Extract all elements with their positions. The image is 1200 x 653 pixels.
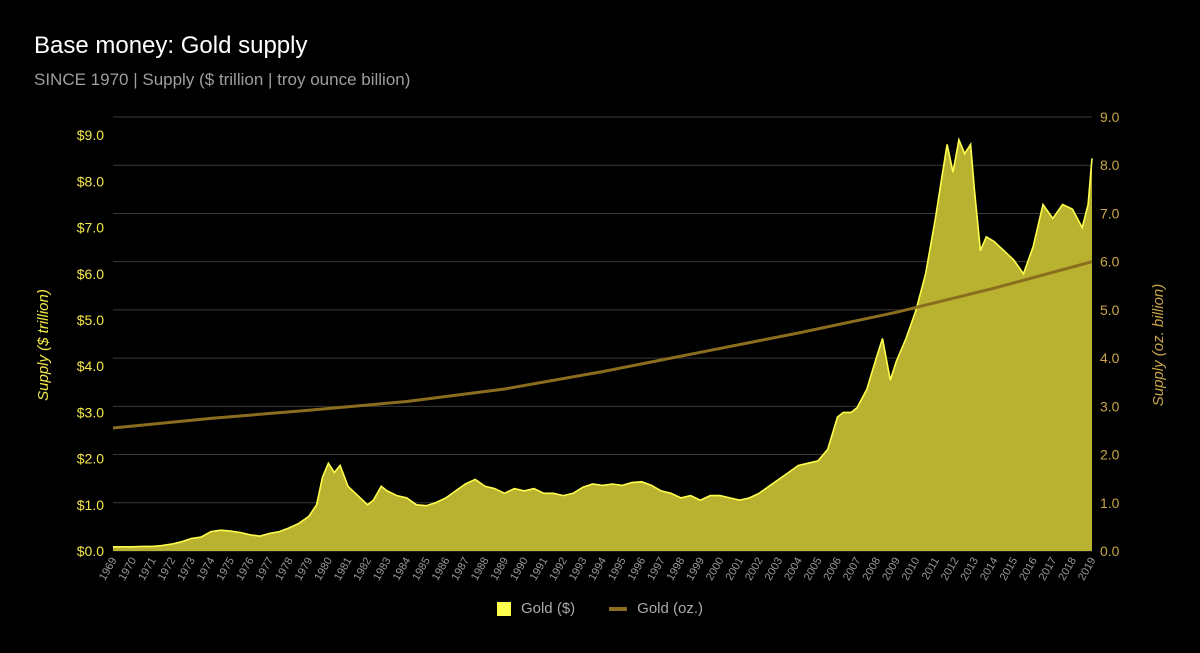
right-axis-tick-label: 8.0 [1100,157,1120,173]
x-axis-tick-label: 2009 [880,556,903,583]
left-axis-title: Supply ($ trillion) [35,289,52,401]
x-axis-tick-label: 1986 [430,556,453,583]
left-axis: $0.0 $1.0 $2.0 $3.0 $4.0 $5.0 $6.0 $7.0 $8.0 $9.0 [77,127,104,559]
x-axis-tick-label: 1969 [97,556,120,583]
x-axis-tick-label: 1972 [156,556,179,583]
area-layer [113,136,1093,552]
x-axis-tick-label: 1992 [547,556,570,583]
legend-swatch-gold-oz [609,606,628,611]
x-axis-tick-label: 2016 [1017,556,1040,583]
gold-dollars-line [113,136,1093,548]
x-axis-tick-label: 1987 [449,556,472,583]
x-axis-tick-label: 1995 [606,556,629,583]
left-axis-tick-label: $9.0 [77,127,104,143]
x-axis-tick-label: 1973 [175,556,198,583]
x-axis-tick-label: 1990 [508,556,531,583]
x-axis-tick-label: 2002 [743,556,766,583]
x-axis-tick-label: 2003 [763,556,786,583]
x-axis-tick-label: 2005 [802,556,825,583]
left-axis-tick-label: $7.0 [77,220,104,236]
left-axis-tick-label: $4.0 [77,358,104,374]
x-axis-tick-label: 1975 [214,556,237,583]
x-axis-tick-label: 1982 [351,556,374,583]
x-axis-tick-label: 1997 [645,556,668,583]
legend-label-gold-oz: Gold (oz.) [637,600,704,617]
x-axis-tick-label: 1976 [234,556,257,583]
legend-label-gold-dollars: Gold ($) [520,600,576,617]
left-axis-tick-label: $8.0 [77,173,104,189]
right-axis-tick-label: 3.0 [1100,398,1120,414]
x-axis-tick-label: 2012 [939,556,962,583]
x-axis-tick-label: 2000 [704,556,727,583]
right-axis-tick-label: 6.0 [1100,254,1120,270]
right-axis-tick-label: 4.0 [1100,350,1120,366]
x-axis-tick-label: 1993 [567,556,590,583]
x-axis-tick-label: 2004 [782,556,805,583]
x-axis-tick-label: 1998 [665,556,688,583]
x-axis-tick-label: 1996 [626,556,649,583]
chart-title: Base money: Gold supply [34,32,308,59]
x-axis-tick-label: 2006 [821,556,844,583]
left-axis-tick-label: $1.0 [77,497,104,513]
left-axis-tick-label: $3.0 [77,404,104,420]
x-axis-tick-label: 1999 [684,556,707,583]
x-axis-tick-label: 1989 [489,556,512,583]
x-axis-tick-label: 2013 [958,556,981,583]
x-axis-tick-label: 2017 [1037,556,1060,583]
right-axis-tick-label: 9.0 [1100,109,1120,125]
gold-dollars-area [113,139,1092,552]
x-axis: 1969197019711972197319741975197619771978… [97,556,1099,583]
x-axis-tick-label: 2007 [841,556,864,583]
x-axis-tick-label: 1994 [586,556,609,583]
left-axis-tick-label: $0.0 [77,543,104,559]
right-axis-tick-label: 7.0 [1100,205,1120,221]
x-axis-tick-label: 1971 [136,556,159,583]
x-axis-tick-label: 2008 [861,556,884,583]
right-axis-title: Supply (oz. billion) [1150,284,1167,407]
legend-swatch-gold-dollars [496,601,511,616]
x-axis-tick-label: 1979 [293,556,316,583]
x-axis-tick-label: 1974 [195,556,218,583]
x-axis-tick-label: 1984 [391,556,414,583]
x-axis-tick-label: 1978 [273,556,296,583]
x-axis-tick-label: 1991 [528,556,551,583]
x-axis-tick-label: 1970 [117,556,140,583]
x-axis-tick-label: 2019 [1076,556,1099,583]
right-axis-tick-label: 5.0 [1100,302,1120,318]
right-axis: 0.0 1.0 2.0 3.0 4.0 5.0 6.0 7.0 8.0 9.0 [1100,109,1120,559]
x-axis-tick-label: 1977 [254,556,277,583]
left-axis-tick-label: $6.0 [77,266,104,282]
x-axis-tick-label: 2014 [978,556,1001,583]
x-axis-tick-label: 2011 [920,556,942,582]
legend-item-gold-dollars[interactable]: Gold ($) [496,600,576,617]
chart-legend: Gold ($) Gold (oz.) [0,600,1200,617]
x-axis-tick-label: 1988 [469,556,492,583]
x-axis-tick-label: 2010 [900,556,923,583]
x-axis-tick-label: 1981 [332,556,355,583]
right-axis-tick-label: 2.0 [1100,447,1120,463]
x-axis-tick-label: 1985 [410,556,433,583]
right-axis-tick-label: 1.0 [1100,495,1120,511]
right-axis-tick-label: 0.0 [1100,543,1120,559]
x-axis-tick-label: 2018 [1056,556,1079,583]
x-axis-tick-label: 1983 [371,556,394,583]
left-axis-tick-label: $5.0 [77,312,104,328]
left-axis-tick-label: $2.0 [77,451,104,467]
x-axis-tick-label: 1980 [312,556,335,583]
legend-item-gold-oz[interactable]: Gold (oz.) [609,600,703,617]
gold-oz-line [112,260,1093,430]
x-axis-tick-label: 2001 [724,556,747,583]
chart-subtitle: SINCE 1970 | Supply ($ trillion | troy o… [34,70,411,89]
line-layer [112,260,1093,430]
x-axis-tick-label: 2015 [998,556,1021,583]
